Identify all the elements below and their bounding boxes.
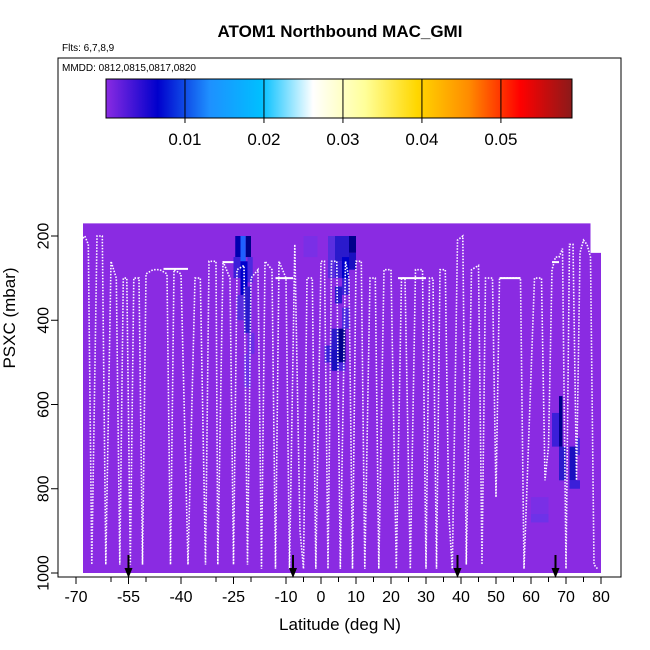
colorbar-tick-label: 0.05 [484, 130, 517, 149]
heatmap-cell [335, 261, 342, 279]
heatmap-cell [237, 294, 244, 321]
heatmap-cell [349, 252, 356, 270]
colorbar-tick-label: 0.04 [405, 130, 438, 149]
heatmap-cell [247, 257, 253, 283]
y-tick-label: 400 [36, 307, 53, 334]
dates-note: MMDD: 0812,0815,0817,0820 [62, 63, 196, 74]
heatmap-cell [335, 236, 349, 262]
x-tick-label: -25 [222, 589, 245, 606]
plot-area [78, 223, 601, 578]
x-tick-label: -10 [274, 589, 297, 606]
x-tick-label: 40 [452, 589, 470, 606]
x-tick-label: 70 [557, 589, 575, 606]
heatmap-cell [559, 446, 566, 481]
heatmap-cell [338, 362, 346, 371]
field-background [83, 223, 601, 574]
axes: -70 -55 -40 -25 -10 0 10 20 30 40 50 60 70 80 200 400 60… [36, 223, 611, 606]
heatmap-cell [328, 236, 335, 279]
heatmap-cell [531, 514, 549, 523]
flight-track [78, 234, 599, 570]
plot-frame [57, 57, 622, 578]
flights-note: Flts: 6,7,8,9 [62, 43, 115, 54]
heatmap-cell [531, 497, 549, 515]
colorbar-gradient [105, 78, 573, 119]
flight-arrow-head [289, 568, 297, 578]
heatmap-cell [324, 345, 332, 363]
colorbar: 0.01 0.02 0.03 0.04 0.05 [105, 78, 573, 149]
x-tick-label: 60 [522, 589, 540, 606]
heatmap-cell [244, 286, 251, 333]
y-axis-label: PSXC (mbar) [0, 267, 19, 368]
heatmap-cell [576, 438, 580, 456]
heatmap-cell [552, 412, 559, 447]
heatmap-cell [342, 307, 349, 329]
colorbar-tick-label: 0.01 [168, 130, 201, 149]
heatmap-cell [559, 396, 563, 447]
flight-arrow-head [551, 568, 560, 578]
colorbar-tick-label: 0.03 [326, 130, 359, 149]
x-tick-label: -70 [64, 589, 87, 606]
heatmap-cell [235, 236, 241, 258]
heatmap-cell [338, 328, 346, 363]
y-tick-label: 600 [36, 391, 53, 418]
heatmap-cell [303, 236, 318, 258]
x-tick-label: 50 [487, 589, 505, 606]
y-tick-label: 1000 [36, 555, 53, 591]
x-tick-label: 30 [417, 589, 435, 606]
heatmap-cell [335, 286, 342, 304]
heatmap-cell [342, 278, 349, 295]
heatmap-cell [569, 446, 577, 481]
flight-arrow-head [124, 568, 133, 578]
heatmap-cell [245, 236, 251, 258]
heatmap-cell [233, 257, 241, 279]
x-axis-label: Latitude (deg N) [279, 615, 401, 634]
y-tick-label: 200 [36, 223, 53, 250]
chart-title: ATOM1 Northbound MAC_GMI [218, 22, 463, 41]
x-tick-label: 0 [317, 589, 326, 606]
colorbar-tick-label: 0.02 [247, 130, 280, 149]
x-tick-label: 20 [382, 589, 400, 606]
heatmap-cell [349, 236, 356, 253]
x-tick-label: -40 [169, 589, 192, 606]
heatmap-cell [331, 328, 339, 350]
heatmap-cell [240, 261, 248, 295]
x-tick-label: 10 [347, 589, 365, 606]
flight-arrow-head [453, 568, 462, 578]
x-tick-label: 80 [592, 589, 610, 606]
y-tick-label: 800 [36, 475, 53, 502]
x-tick-label: -55 [117, 589, 140, 606]
heatmap-cell [244, 353, 251, 388]
heatmap-cell [240, 236, 246, 262]
heatmap-cell [331, 349, 339, 371]
heatmap-cell [569, 480, 580, 489]
